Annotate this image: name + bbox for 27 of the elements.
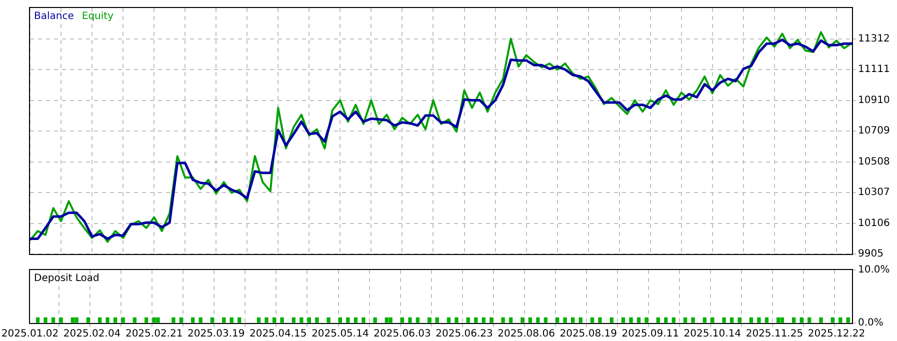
y-tick-label: 10106 [858,218,890,229]
x-tick-label: 2025.02.21 [125,328,183,340]
y-tick-label: 10307 [858,187,890,198]
chart-title: Deposit Load [34,273,100,284]
y-tick-label: 10508 [858,156,890,168]
x-tick-label: 2025.09.11 [622,328,680,340]
x-tick-label: 2025.02.04 [63,328,121,340]
x-tick-label: 2025.06.23 [436,328,493,340]
y-tick-label: 10.0% [858,264,890,276]
x-tick-label: 2025.03.19 [187,328,245,340]
x-tick-label: 2025.10.14 [684,328,742,340]
x-tick-label: 2025.12.22 [808,328,866,340]
x-tick-label: 2025.08.19 [560,328,617,340]
y-tick-label: 0.0% [858,318,884,329]
x-tick-label: 2025.01.02 [1,328,59,340]
x-tick-label: 2025.04.15 [250,328,307,340]
x-tick-label: 2025.06.03 [374,328,431,340]
x-tick-label: 2025.11.25 [746,328,804,340]
y-tick-label: 9905 [858,248,884,260]
text: Balance [34,11,74,22]
y-tick-label: 11312 [858,33,890,44]
x-tick-label: 2025.05.14 [312,328,369,340]
y-tick-label: 10709 [858,126,890,137]
text: Equity [82,11,114,22]
y-tick-label: 10910 [858,94,890,106]
x-tick-label: 2025.08.06 [498,328,555,340]
y-tick-label: 11111 [858,64,890,76]
